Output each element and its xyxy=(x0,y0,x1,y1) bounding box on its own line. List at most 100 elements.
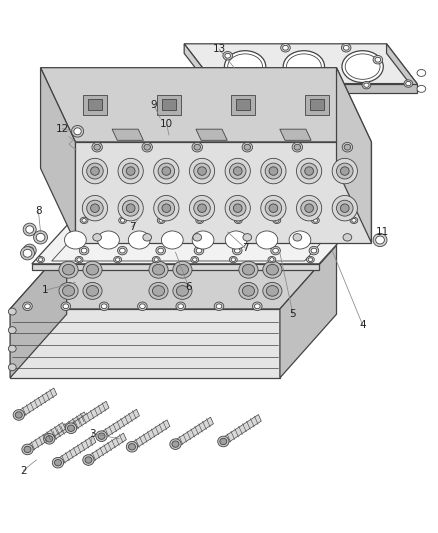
Ellipse shape xyxy=(83,261,102,278)
Polygon shape xyxy=(32,216,363,264)
Polygon shape xyxy=(26,423,65,453)
Ellipse shape xyxy=(191,256,199,263)
Ellipse shape xyxy=(114,256,122,263)
Ellipse shape xyxy=(342,51,383,83)
Ellipse shape xyxy=(261,82,270,89)
Ellipse shape xyxy=(268,256,276,263)
Ellipse shape xyxy=(85,457,92,463)
Ellipse shape xyxy=(266,286,279,296)
Polygon shape xyxy=(10,245,336,309)
Ellipse shape xyxy=(340,167,349,175)
Text: 5: 5 xyxy=(290,309,296,319)
Ellipse shape xyxy=(193,233,201,241)
Ellipse shape xyxy=(364,83,369,87)
Ellipse shape xyxy=(75,256,83,263)
Ellipse shape xyxy=(194,246,204,255)
Ellipse shape xyxy=(239,261,258,278)
Ellipse shape xyxy=(82,158,108,184)
Ellipse shape xyxy=(82,219,86,222)
Ellipse shape xyxy=(289,231,311,249)
Ellipse shape xyxy=(152,264,165,275)
Ellipse shape xyxy=(275,219,279,222)
Polygon shape xyxy=(280,245,336,378)
Ellipse shape xyxy=(158,248,163,253)
Ellipse shape xyxy=(154,258,159,262)
Ellipse shape xyxy=(87,163,103,179)
Ellipse shape xyxy=(98,433,105,439)
Polygon shape xyxy=(48,412,87,442)
Ellipse shape xyxy=(86,264,99,275)
Text: 7: 7 xyxy=(129,222,135,232)
Ellipse shape xyxy=(158,163,175,179)
Ellipse shape xyxy=(332,158,357,184)
Ellipse shape xyxy=(65,423,77,433)
Ellipse shape xyxy=(98,231,119,249)
Ellipse shape xyxy=(81,248,87,253)
Text: 8: 8 xyxy=(35,206,42,216)
Ellipse shape xyxy=(67,425,74,431)
Ellipse shape xyxy=(149,282,168,300)
Ellipse shape xyxy=(156,246,166,255)
Polygon shape xyxy=(237,99,250,110)
Ellipse shape xyxy=(74,128,81,135)
Ellipse shape xyxy=(23,223,36,236)
Ellipse shape xyxy=(228,54,262,79)
Ellipse shape xyxy=(417,69,426,76)
Ellipse shape xyxy=(230,200,246,216)
Ellipse shape xyxy=(375,58,381,62)
Ellipse shape xyxy=(196,248,202,253)
Ellipse shape xyxy=(80,217,88,223)
Ellipse shape xyxy=(263,261,282,278)
Text: 2: 2 xyxy=(20,466,26,475)
Ellipse shape xyxy=(64,231,86,249)
Ellipse shape xyxy=(263,282,282,300)
Ellipse shape xyxy=(23,249,32,257)
Ellipse shape xyxy=(194,163,210,179)
Ellipse shape xyxy=(313,83,318,87)
Ellipse shape xyxy=(308,258,313,262)
Ellipse shape xyxy=(22,444,33,455)
Ellipse shape xyxy=(242,286,254,296)
Ellipse shape xyxy=(24,446,31,453)
Ellipse shape xyxy=(253,302,262,311)
Ellipse shape xyxy=(352,219,356,222)
Ellipse shape xyxy=(149,261,168,278)
Ellipse shape xyxy=(189,196,215,221)
Ellipse shape xyxy=(172,441,179,447)
Ellipse shape xyxy=(26,247,34,254)
Ellipse shape xyxy=(225,53,230,58)
Ellipse shape xyxy=(404,80,413,87)
Polygon shape xyxy=(131,420,170,450)
Ellipse shape xyxy=(233,167,242,175)
Ellipse shape xyxy=(91,204,99,213)
Polygon shape xyxy=(41,68,371,142)
Ellipse shape xyxy=(144,144,150,150)
Ellipse shape xyxy=(231,258,236,262)
Ellipse shape xyxy=(230,256,237,263)
Ellipse shape xyxy=(173,261,192,278)
Ellipse shape xyxy=(307,256,314,263)
Ellipse shape xyxy=(362,82,371,89)
Ellipse shape xyxy=(177,286,188,296)
Ellipse shape xyxy=(281,44,290,52)
Ellipse shape xyxy=(198,219,202,222)
Ellipse shape xyxy=(283,45,288,50)
Polygon shape xyxy=(83,95,107,115)
Ellipse shape xyxy=(218,436,229,447)
Ellipse shape xyxy=(126,441,138,452)
Polygon shape xyxy=(184,44,215,93)
Ellipse shape xyxy=(118,158,143,184)
Ellipse shape xyxy=(309,246,319,255)
Ellipse shape xyxy=(244,144,251,150)
Ellipse shape xyxy=(305,167,314,175)
Ellipse shape xyxy=(170,439,181,449)
Polygon shape xyxy=(196,129,227,140)
Ellipse shape xyxy=(26,226,34,233)
Ellipse shape xyxy=(87,200,103,216)
Ellipse shape xyxy=(120,219,125,222)
Ellipse shape xyxy=(242,142,253,152)
Text: 9: 9 xyxy=(150,100,157,110)
Ellipse shape xyxy=(140,304,145,309)
Polygon shape xyxy=(311,99,324,110)
Ellipse shape xyxy=(138,302,147,311)
